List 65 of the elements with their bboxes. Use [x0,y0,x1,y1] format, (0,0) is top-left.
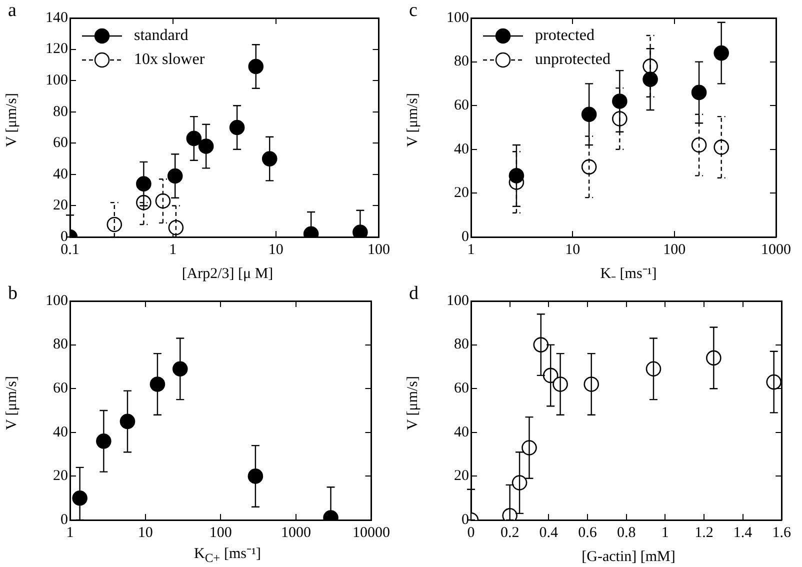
x-tick-label: 10000 [352,524,390,541]
y-tick-label: 40 [454,424,469,440]
y-tick-label: 140 [46,10,68,26]
x-tick-label: 1000 [761,242,791,258]
y-axis-title: V [μm/s] [4,92,21,148]
y-tick-label: 60 [454,380,469,397]
x-tick-label: 1 [467,242,475,258]
y-tick-label: 40 [53,166,68,182]
y-tick-label: 20 [53,468,68,484]
x-axis-title: K₋ [ms⁻¹] [599,265,658,283]
y-tick-label: 40 [53,424,68,440]
point [512,475,528,490]
x-tick-label: 1.4 [733,524,753,541]
chart-title: b [8,283,18,305]
legend-label: protected [535,27,595,44]
y-tick-label: 80 [454,54,469,70]
x-axis-title: [Arp2/3] [μ M] [180,266,274,283]
x-axis-title: K$_{C+}$ [ms⁻¹] [193,545,262,566]
y-tick-label: 80 [53,104,68,120]
y-tick-label: 100 [446,292,469,309]
x-tick-label: 1.2 [694,524,714,541]
x-tick-label: 1000 [280,524,311,541]
y-tick-label: 0 [462,228,469,245]
chart-title: a [8,0,16,22]
y-tick-label: 100 [46,72,68,89]
x-tick-label: 100 [663,242,686,258]
y-tick-label: 120 [46,41,68,58]
y-tick-label: 100 [446,10,469,26]
x-tick-label: 0.1 [60,242,80,258]
point [766,374,782,390]
y-axis-title: V [μm/s] [4,376,21,430]
x-tick-label: 0.4 [539,524,559,541]
x-axis-title: [G-actin] [mM] [580,549,676,566]
y-tick-label: 20 [454,185,469,202]
point [646,361,662,377]
y-tick-label: 0 [60,512,68,528]
y-tick-label: 80 [53,336,68,353]
x-tick-label: 10 [268,242,284,258]
y-tick-label: 20 [53,198,68,214]
x-tick-label: 10 [138,524,153,541]
y-tick-label: 100 [46,292,68,309]
y-tick-label: 40 [454,141,469,158]
point [584,376,600,392]
x-tick-label: 100 [368,242,390,258]
y-tick-label: 80 [454,336,469,353]
y-tick-label: 20 [454,468,469,484]
y-axis-title: V [μm/s] [405,376,422,430]
chart-title: c [409,0,418,22]
x-tick-label: 1.6 [772,524,792,541]
x-tick-label: 1 [169,242,177,258]
y-tick-label: 60 [53,135,68,152]
x-tick-label: 0.6 [578,524,598,541]
y-tick-label: 60 [53,380,68,397]
x-tick-label: 1 [66,524,74,541]
x-tick-label: 1 [661,524,669,541]
x-tick-label: 0.8 [616,524,636,541]
legend-label: 10x slower [134,51,206,68]
legend-label: standard [134,27,188,44]
x-tick-label: 0.2 [500,524,520,541]
x-tick-label: 100 [209,524,232,541]
y-axis-title: V [μm/s] [405,92,422,148]
x-tick-label: 10 [565,242,580,258]
chart-title: d [409,283,418,305]
y-tick-label: 60 [454,98,469,114]
legend-label: unprotected [535,51,611,68]
